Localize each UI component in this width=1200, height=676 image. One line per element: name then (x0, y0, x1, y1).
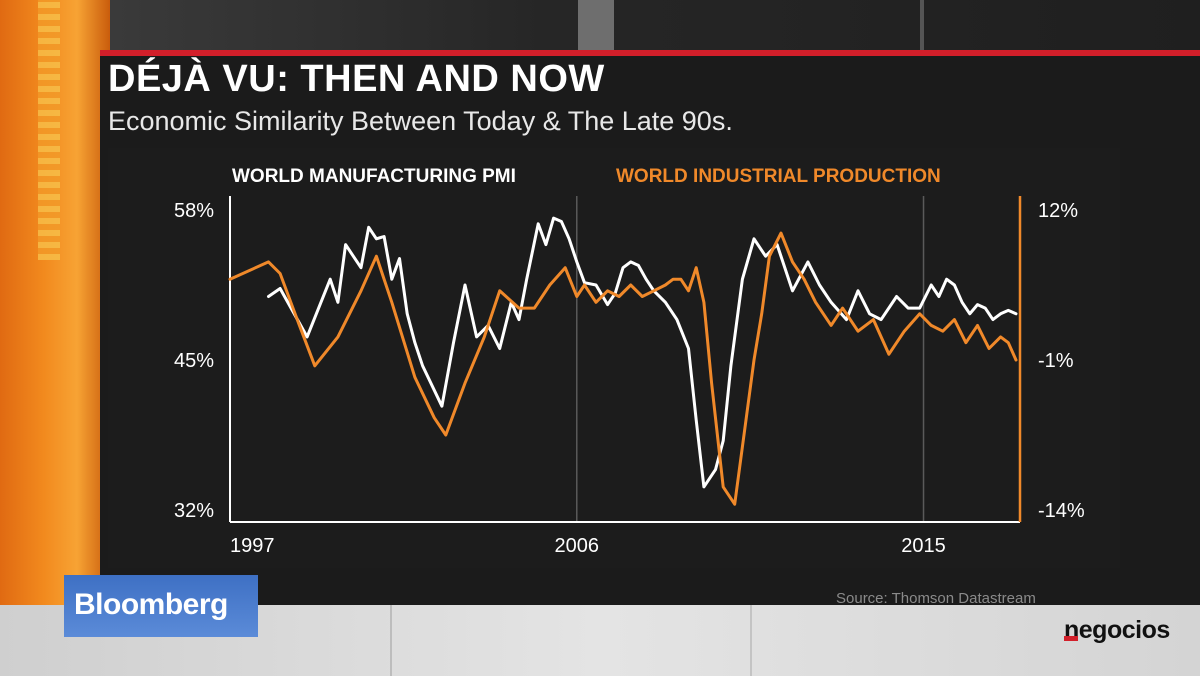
y-left-tick-label: 45% (174, 350, 214, 372)
desk-divider (750, 605, 752, 676)
legend-pmi: WORLD MANUFACTURING PMI (232, 166, 516, 187)
y-right-tick-label: -1% (1038, 350, 1074, 372)
y-left-tick-label: 58% (174, 200, 214, 222)
series-line-pmi (267, 216, 1018, 489)
bloomberg-logo-box (64, 575, 258, 637)
y-left-tick-label: 32% (174, 500, 214, 522)
chart-headline: DÉJÀ VU: THEN AND NOW (108, 58, 605, 100)
desk-divider (390, 605, 392, 676)
source-note: Source: Thomson Datastream (836, 590, 1036, 607)
y-right-tick-label: 12% (1038, 200, 1078, 222)
background-pillar (920, 0, 924, 50)
x-tick-label: 2006 (555, 535, 600, 557)
chart-subheadline: Economic Similarity Between Today & The … (108, 106, 733, 136)
series-line-industrial-production (228, 231, 1018, 506)
x-tick-label: 2015 (901, 535, 946, 557)
x-tick-label: 1997 (230, 535, 275, 557)
bloomberg-logo: Bloomberg (74, 588, 228, 621)
panel-accent-bar (100, 50, 1200, 56)
background-pillar (578, 0, 614, 50)
y-right-tick-label: -14% (1038, 500, 1085, 522)
negocios-accent-mark (1064, 636, 1078, 641)
legend-industrial-production: WORLD INDUSTRIAL PRODUCTION (616, 166, 941, 187)
chart-area (108, 148, 1120, 568)
background-stripe (38, 0, 60, 260)
negocios-watermark: negocios (1064, 616, 1170, 644)
